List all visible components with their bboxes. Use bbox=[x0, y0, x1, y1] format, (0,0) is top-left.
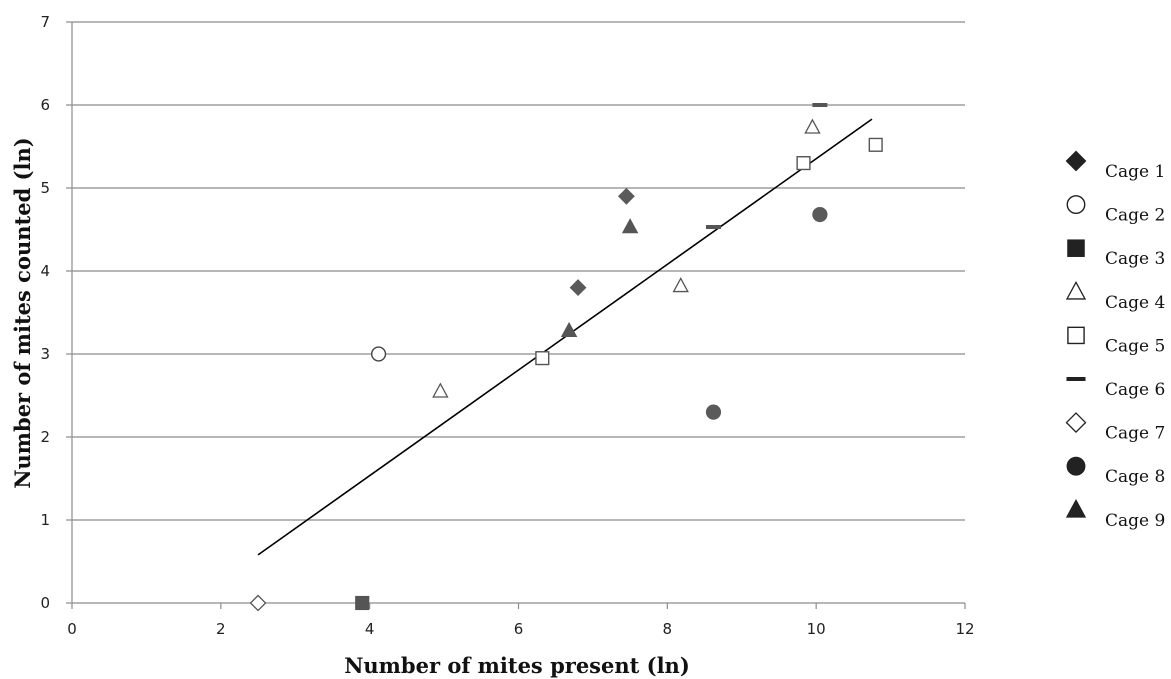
y-tick-label: 7 bbox=[40, 13, 50, 31]
legend-marker-cage-8 bbox=[1066, 456, 1086, 476]
legend: Cage 1 Cage 2 Cage 3 Cage 4 Cage 5 Cage 6 Cage… bbox=[1065, 150, 1165, 531]
data-points bbox=[249, 103, 883, 612]
x-tick-label: 12 bbox=[955, 620, 974, 638]
y-tick-label: 0 bbox=[40, 594, 50, 612]
y-tick-label: 3 bbox=[40, 345, 50, 363]
y-tick-labels: 0 1 2 3 4 5 6 7 bbox=[40, 13, 50, 612]
point-cage-5 bbox=[868, 137, 883, 152]
legend-marker-cage-4 bbox=[1065, 280, 1087, 300]
x-tick-label: 2 bbox=[216, 620, 226, 638]
point-cage-9 bbox=[560, 321, 578, 338]
legend-label-cage-3: Cage 3 bbox=[1105, 249, 1165, 269]
legend-marker-cage-6 bbox=[1066, 377, 1086, 381]
y-tick-label: 1 bbox=[40, 511, 50, 529]
legend-marker-cage-2 bbox=[1066, 195, 1086, 215]
legend-marker-cage-1 bbox=[1065, 150, 1087, 172]
y-tick-label: 2 bbox=[40, 428, 50, 446]
point-cage-6 bbox=[705, 225, 721, 230]
legend-marker-cage-7 bbox=[1065, 412, 1087, 434]
legend-marker-cage-5 bbox=[1067, 326, 1085, 345]
x-tick-label: 4 bbox=[365, 620, 375, 638]
point-cage-1 bbox=[569, 279, 587, 297]
legend-label-cage-8: Cage 8 bbox=[1105, 467, 1165, 487]
x-tick-label: 10 bbox=[807, 620, 826, 638]
legend-label-cage-2: Cage 2 bbox=[1105, 206, 1165, 226]
point-cage-8 bbox=[812, 206, 828, 223]
point-cage-6 bbox=[812, 103, 828, 107]
point-cage-4 bbox=[672, 277, 689, 293]
point-cage-8 bbox=[705, 404, 722, 420]
legend-label-cage-6: Cage 6 bbox=[1105, 380, 1165, 400]
y-axis-label: Number of mites counted (ln) bbox=[10, 137, 35, 488]
legend-label-cage-7: Cage 7 bbox=[1105, 424, 1165, 444]
point-cage-5 bbox=[796, 156, 811, 171]
point-cage-9 bbox=[621, 218, 639, 234]
point-cage-2 bbox=[370, 346, 387, 362]
legend-label-cage-5: Cage 5 bbox=[1105, 336, 1165, 356]
legend-label-cage-4: Cage 4 bbox=[1105, 293, 1165, 313]
point-cage-5 bbox=[535, 351, 550, 366]
x-tick-label: 8 bbox=[663, 620, 673, 638]
y-tick-label: 6 bbox=[40, 96, 50, 114]
point-cage-4 bbox=[432, 382, 449, 398]
point-cage-7 bbox=[249, 594, 267, 612]
axes bbox=[66, 21, 966, 609]
legend-marker-cage-9 bbox=[1065, 498, 1087, 518]
point-cage-4 bbox=[804, 118, 821, 134]
legend-label-cage-1: Cage 1 bbox=[1105, 162, 1165, 182]
x-axis-label: Number of mites present (ln) bbox=[344, 653, 690, 678]
point-cage-3 bbox=[355, 595, 370, 611]
x-tick-label: 0 bbox=[67, 620, 77, 638]
y-tick-label: 5 bbox=[40, 179, 50, 197]
legend-marker-cage-3 bbox=[1067, 239, 1085, 257]
legend-label-cage-9: Cage 9 bbox=[1105, 511, 1165, 531]
gridlines bbox=[72, 21, 965, 521]
point-cage-1 bbox=[617, 187, 635, 205]
x-tick-labels: 0 2 4 6 8 10 12 bbox=[67, 620, 974, 638]
x-tick-label: 6 bbox=[514, 620, 524, 638]
y-tick-label: 4 bbox=[40, 262, 50, 280]
